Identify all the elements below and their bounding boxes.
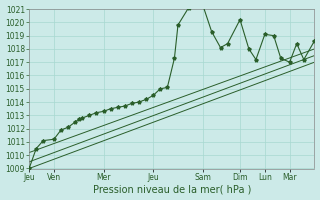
X-axis label: Pression niveau de la mer( hPa ): Pression niveau de la mer( hPa ) [92,184,251,194]
